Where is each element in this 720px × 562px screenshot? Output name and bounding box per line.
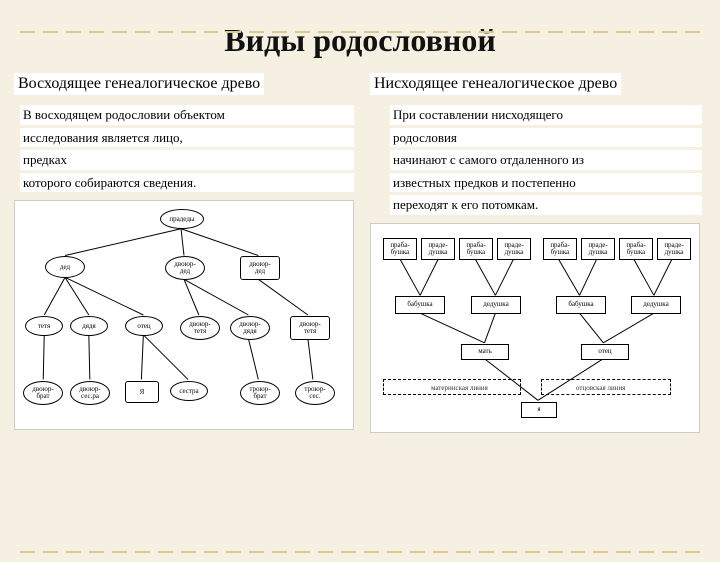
node-l-sestra: сестра bbox=[170, 381, 208, 401]
node-l-pradedy: прадеды bbox=[160, 209, 204, 229]
node-l-ya: Я bbox=[125, 381, 159, 403]
greatgrandparent-0: праба- бушка bbox=[383, 238, 417, 260]
parent-0: мать bbox=[461, 344, 509, 360]
greatgrandparent-5: праде- душка bbox=[581, 238, 615, 260]
right-heading: Нисходящее генеалогическое древо bbox=[370, 73, 621, 95]
right-column: Нисходящее генеалогическое древо При сос… bbox=[370, 73, 702, 433]
left-column: Восходящее генеалогическое древо В восхо… bbox=[14, 73, 354, 433]
grandparent-0: бабушка bbox=[395, 296, 445, 314]
node-l-trses: троюр- сес. bbox=[295, 381, 335, 405]
top-stripes bbox=[0, 26, 720, 38]
node-l-dvbab: двоюр- дед bbox=[240, 256, 280, 280]
grandparent-2: бабушка bbox=[556, 296, 606, 314]
node-me: я bbox=[521, 402, 557, 418]
columns: Восходящее генеалогическое древо В восхо… bbox=[0, 73, 720, 433]
descending-tree: праба- бушкапраде- душкапраба- бушкапрад… bbox=[370, 223, 700, 433]
greatgrandparent-4: праба- бушка bbox=[543, 238, 577, 260]
left-heading: Восходящее генеалогическое древо bbox=[14, 73, 264, 95]
node-l-dvtetya: двоюр- тетя bbox=[180, 316, 220, 340]
greatgrandparent-7: праде- душка bbox=[657, 238, 691, 260]
node-l-dyadya: дядя bbox=[70, 316, 108, 336]
grandparent-3: дедушка bbox=[631, 296, 681, 314]
greatgrandparent-2: праба- бушка bbox=[459, 238, 493, 260]
lineage-label-1: отцовская линия bbox=[576, 384, 625, 392]
node-l-trbrat: троюр- брат bbox=[240, 381, 280, 405]
right-desc: При составлении нисходящего родословияна… bbox=[390, 105, 702, 215]
node-l-otec: отец bbox=[125, 316, 163, 336]
node-l-dvded: двоюр- дед bbox=[165, 256, 205, 280]
bottom-stripes bbox=[0, 546, 720, 558]
greatgrandparent-3: праде- душка bbox=[497, 238, 531, 260]
node-l-dedsq: двоюр- тетя bbox=[290, 316, 330, 340]
grandparent-1: дедушка bbox=[471, 296, 521, 314]
parent-1: отец bbox=[581, 344, 629, 360]
node-l-dvdyadya: двоюр- дядя bbox=[230, 316, 270, 340]
node-l-dvbrat1: двоюр- брат bbox=[23, 381, 63, 405]
node-l-dvses1: двоюр- сес.ра bbox=[70, 381, 110, 405]
lineage-label-0: материнская линия bbox=[431, 384, 488, 392]
node-l-ded: дед bbox=[45, 256, 85, 278]
greatgrandparent-1: праде- душка bbox=[421, 238, 455, 260]
node-l-tetya: тетя bbox=[25, 316, 63, 336]
greatgrandparent-6: праба- бушка bbox=[619, 238, 653, 260]
ascending-tree: прадеды дед двоюр- дед двоюр- дед тетя дядяот… bbox=[14, 200, 354, 430]
left-desc: В восходящем родословии объектомисследов… bbox=[20, 105, 354, 192]
